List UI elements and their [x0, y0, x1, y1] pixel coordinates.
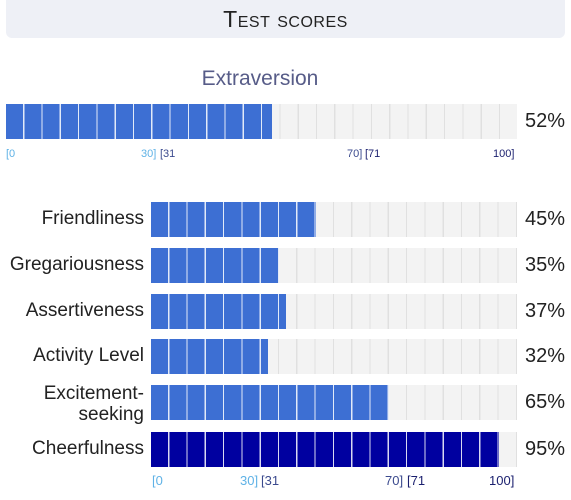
facet-percent: 45% [525, 208, 566, 230]
facet-scale-tick: [71 [407, 473, 426, 488]
facet-label: Cheerfulness [32, 438, 144, 459]
facet-scale-tick: 70] [385, 473, 404, 488]
extraversion-bar-fill [6, 104, 272, 139]
facet-bar-track [151, 339, 517, 374]
scale-tick: 70] [347, 148, 363, 160]
facet-scale-tick: [0 [152, 473, 163, 488]
extraversion-percent: 52% [525, 110, 566, 132]
facet-bar-track [151, 248, 517, 283]
facet-percent: 95% [525, 438, 566, 460]
facet-label: Friendliness [41, 208, 144, 229]
scale-tick: [71 [365, 148, 381, 160]
facet-bar-fill [151, 202, 316, 237]
facet-bar-fill [151, 339, 269, 374]
page-title: Test scores [223, 5, 348, 32]
facet-bar-track [151, 294, 517, 329]
trait-title: Extraversion [201, 67, 319, 90]
facet-percent: 32% [525, 345, 566, 367]
scale-tick: 100] [493, 148, 515, 160]
facet-label: Activity Level [33, 345, 144, 366]
facet-label: Gregariousness [9, 254, 144, 275]
facet-label: Excitement- seeking [43, 383, 144, 425]
facet-bar-fill [151, 385, 389, 420]
facet-bar-track [151, 385, 517, 420]
facet-scale-tick: 100] [489, 473, 515, 488]
facet-bar-fill [151, 432, 499, 467]
scale-tick: [31 [160, 148, 176, 160]
facet-bar-fill [151, 248, 280, 283]
facet-percent: 35% [525, 254, 566, 276]
facet-label: Assertiveness [25, 300, 144, 321]
facet-bar-track [151, 202, 517, 237]
facet-percent: 37% [525, 300, 566, 322]
facet-scale-tick: [31 [261, 473, 280, 488]
facet-bar-fill [151, 294, 287, 329]
scale-tick: [0 [6, 148, 16, 160]
extraversion-bar-track [6, 104, 517, 139]
facet-percent: 65% [525, 391, 566, 413]
facet-scale-tick: 30] [240, 473, 259, 488]
facet-bar-track [151, 432, 517, 467]
scale-tick: 30] [141, 148, 157, 160]
header-bar: Test scores [6, 0, 565, 38]
